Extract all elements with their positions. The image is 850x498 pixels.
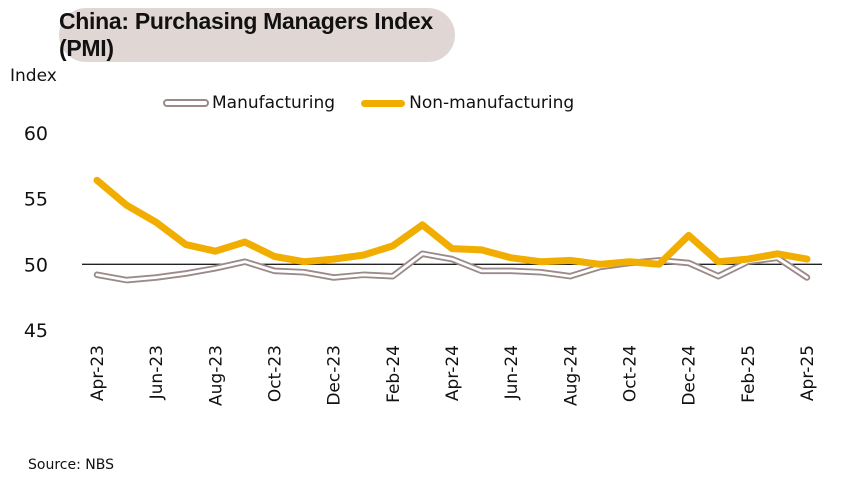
legend-item-non-manufacturing: Non-manufacturing: [361, 93, 574, 113]
series-line-non-manufacturing: [93, 176, 811, 268]
legend-label-manufacturing: Manufacturing: [212, 93, 336, 113]
y-tick-label: 50: [24, 254, 48, 276]
chart-title: China: Purchasing Managers Index (PMI): [59, 8, 433, 61]
x-tick-label: Apr-24: [443, 345, 463, 401]
source-note: Source: NBS: [28, 457, 114, 473]
x-tick-label: Feb-24: [384, 345, 404, 403]
y-tick-label: 45: [24, 320, 48, 342]
x-tick-label: Feb-25: [739, 345, 759, 403]
chart-title-pill: China: Purchasing Managers Index (PMI): [59, 8, 455, 62]
x-tick-label: Dec-24: [680, 345, 700, 406]
x-tick-label: Aug-23: [206, 345, 226, 406]
y-axis-label: Index: [10, 66, 57, 86]
x-tick-label: Jun-23: [147, 345, 167, 400]
x-tick-label: Oct-23: [266, 345, 286, 402]
x-tick-label: Aug-24: [561, 345, 581, 406]
y-tick-label: 55: [24, 189, 48, 211]
legend-swatch-non-manufacturing: [361, 99, 406, 107]
x-tick-label: Apr-25: [798, 345, 818, 401]
y-tick-label: 60: [24, 123, 48, 145]
legend-item-manufacturing: Manufacturing: [163, 93, 335, 113]
series-line-manufacturing: [95, 252, 809, 282]
legend-swatch-manufacturing: [163, 99, 209, 107]
x-tick-label: Apr-23: [88, 345, 108, 401]
x-tick-label: Jun-24: [502, 345, 522, 400]
x-tick-label: Dec-23: [325, 345, 345, 406]
legend: Manufacturing Non-manufacturing: [163, 93, 600, 113]
x-tick-label: Oct-24: [621, 345, 641, 402]
legend-label-non-manufacturing: Non-manufacturing: [409, 93, 575, 113]
